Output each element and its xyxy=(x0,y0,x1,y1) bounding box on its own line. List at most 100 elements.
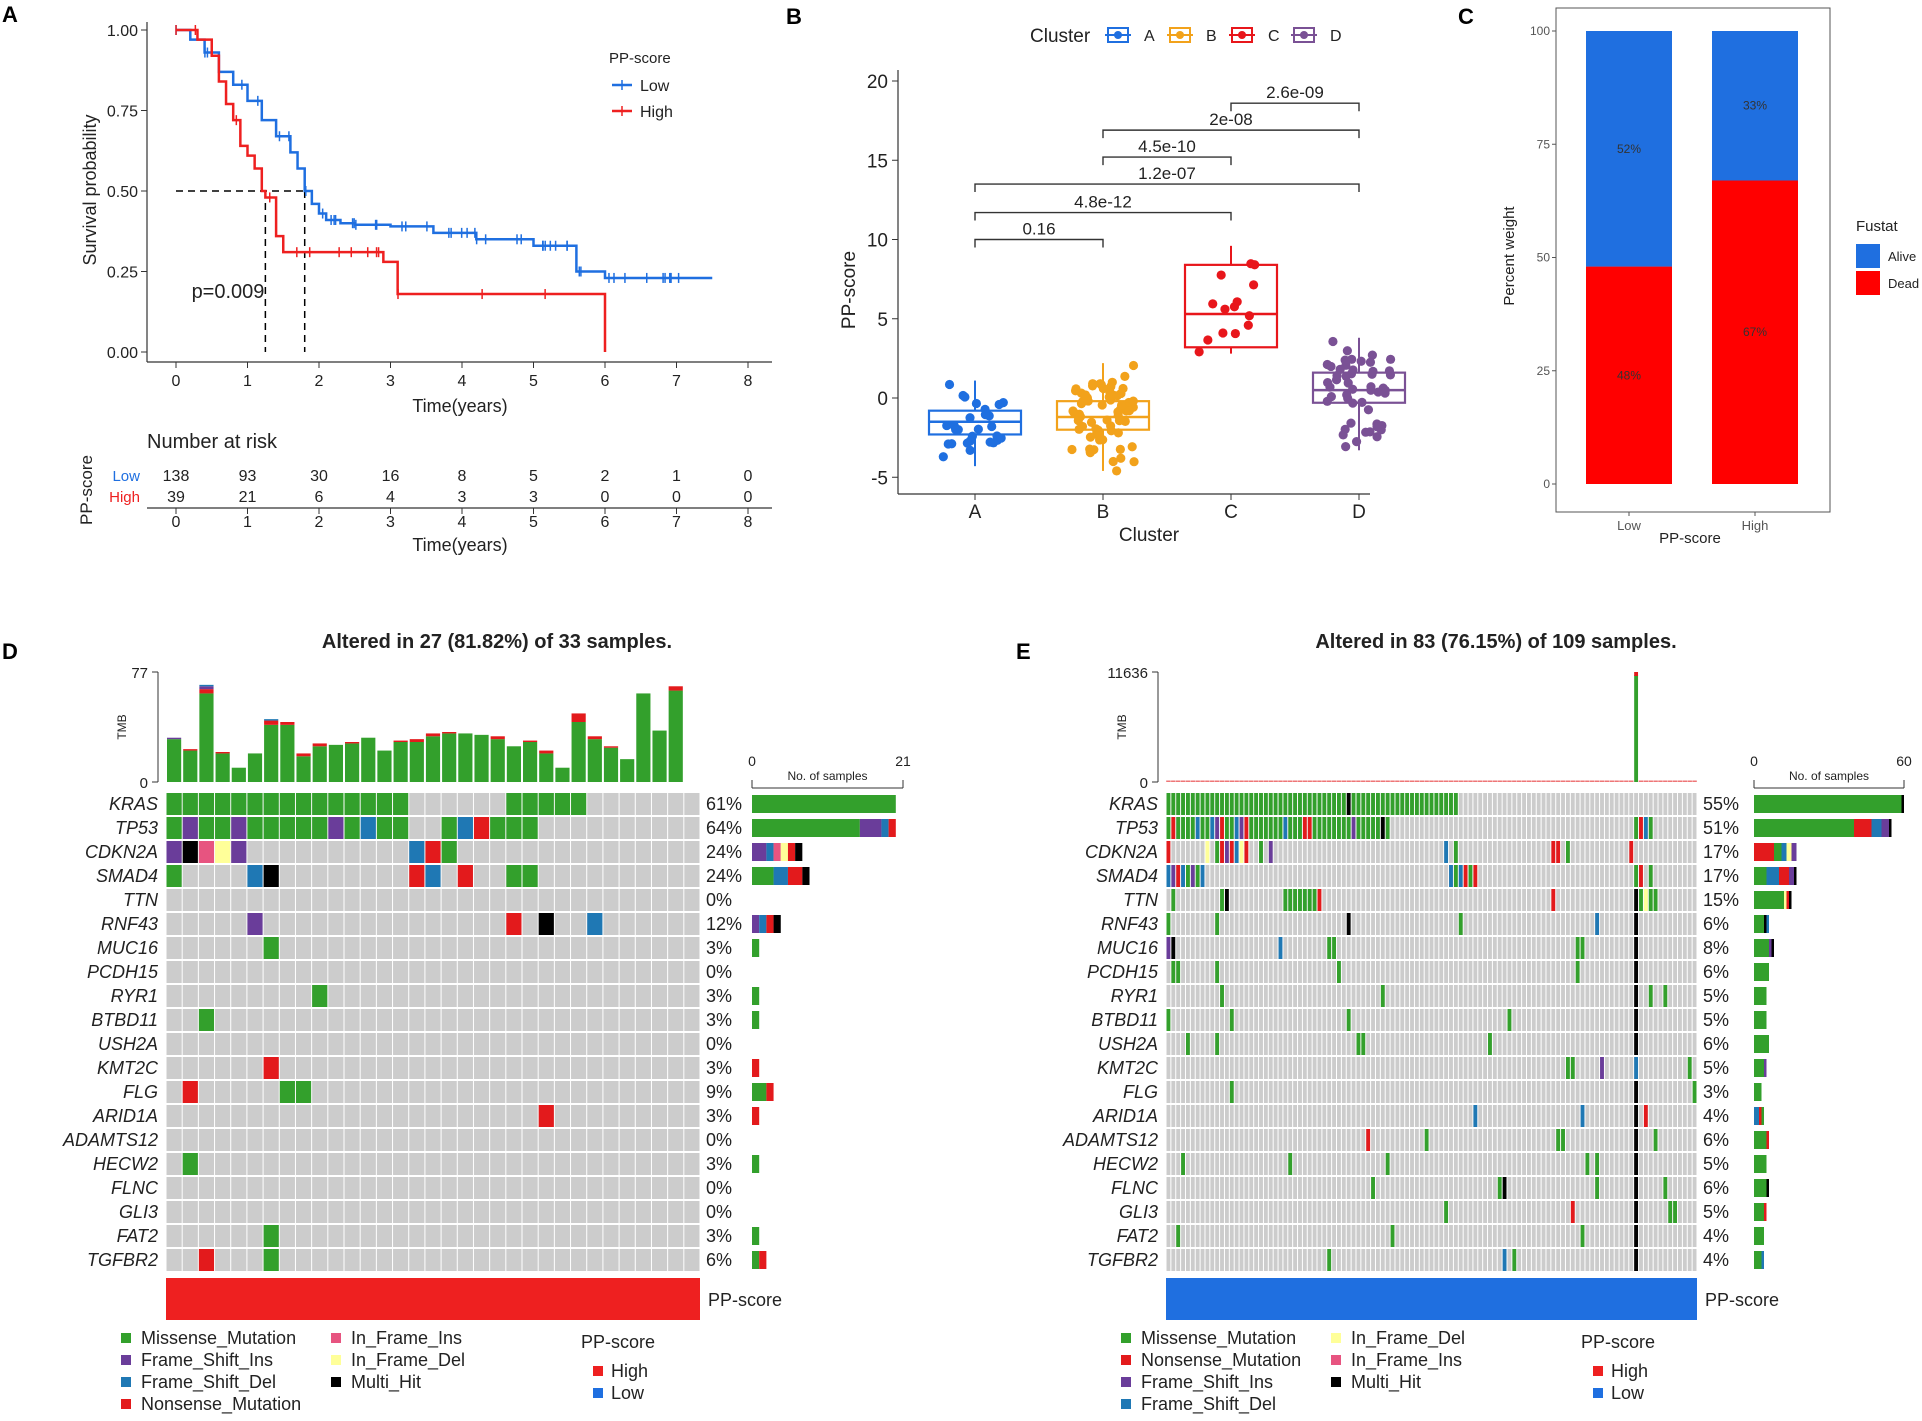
tmb-bar xyxy=(1634,675,1639,782)
oncoplot-cell xyxy=(1687,841,1692,863)
oncoplot-cell xyxy=(425,1081,441,1103)
oncoplot-cell xyxy=(587,889,603,911)
oncoplot-cell xyxy=(587,1129,603,1151)
mutation-cell xyxy=(1444,1201,1449,1223)
oncoplot-cell xyxy=(1434,1009,1439,1031)
oncoplot-cell xyxy=(1624,937,1629,959)
oncoplot-cell xyxy=(1536,913,1541,935)
gene-label: GLI3 xyxy=(119,1202,158,1222)
oncoplot-cell xyxy=(1614,841,1619,863)
oncoplot-cell xyxy=(1507,937,1512,959)
oncoplot-cell xyxy=(1614,913,1619,935)
x-axis-label: Time(years) xyxy=(412,396,507,416)
oncoplot-cell xyxy=(1556,865,1561,887)
oncoplot-cell xyxy=(295,961,312,983)
oncoplot-cell xyxy=(1536,793,1541,815)
oncoplot-cell xyxy=(1346,1177,1351,1199)
oncoplot-cell xyxy=(1488,817,1492,839)
oncoplot-cell xyxy=(1619,913,1624,935)
tmb-bar xyxy=(312,746,327,782)
oncoplot-cell xyxy=(360,1057,376,1079)
mutation-cell xyxy=(198,841,215,863)
oncoplot-cell xyxy=(1463,1249,1468,1271)
oncoplot-cell xyxy=(1463,793,1468,815)
oncoplot-cell xyxy=(587,985,603,1007)
oncoplot-cell xyxy=(182,1057,198,1079)
oncoplot-cell xyxy=(1531,1081,1536,1103)
oncoplot-cell xyxy=(684,1105,700,1127)
oncoplot-cell xyxy=(1488,1009,1492,1031)
oncoplot-cell xyxy=(1585,1009,1590,1031)
oncoplot-cell xyxy=(1497,913,1502,935)
oncoplot-cell xyxy=(1395,1009,1400,1031)
y-tick-label: 0.25 xyxy=(107,265,138,282)
oncoplot-cell xyxy=(1224,1201,1229,1223)
p-value-label: 0.16 xyxy=(1022,220,1055,239)
tmb-bar xyxy=(1638,780,1644,782)
oncoplot-cell xyxy=(1449,1129,1453,1151)
oncoplot-cell xyxy=(1341,913,1346,935)
oncoplot-cell xyxy=(1424,1201,1429,1223)
side-bar xyxy=(1786,843,1792,861)
oncoplot-cell xyxy=(1293,1033,1298,1055)
oncoplot-cell xyxy=(312,1225,328,1247)
oncoplot-cell xyxy=(1380,1009,1385,1031)
oncoplot-cell xyxy=(684,793,700,815)
oncoplot-cell xyxy=(1283,1105,1288,1127)
oncoplot-cell xyxy=(1234,1153,1239,1175)
oncoplot-cell xyxy=(457,793,473,815)
oncoplot-cell xyxy=(231,1249,247,1271)
legend-label: Multi_Hit xyxy=(1351,1372,1421,1393)
oncoplot-cell xyxy=(1351,913,1356,935)
oncoplot-cell xyxy=(473,1105,490,1127)
oncoplot-cell xyxy=(619,865,635,887)
oncoplot-cell xyxy=(1293,985,1298,1007)
oncoplot-cell xyxy=(247,937,263,959)
oncoplot-cell xyxy=(1210,985,1215,1007)
side-bar xyxy=(1779,867,1789,885)
oncoplot-cell xyxy=(1332,1057,1337,1079)
oncoplot-cell xyxy=(1517,1249,1522,1271)
oncoplot-cell xyxy=(1254,1129,1259,1151)
mutation-cell xyxy=(279,793,295,815)
oncoplot-cell xyxy=(1468,913,1473,935)
oncoplot-cell xyxy=(538,817,554,839)
side-bar xyxy=(1759,1107,1762,1125)
y-tick-label: -5 xyxy=(871,468,888,489)
mutation-cell xyxy=(1185,793,1190,815)
oncoplot-cell xyxy=(1449,889,1453,911)
side-bar xyxy=(1761,1107,1764,1125)
oncoplot-cell xyxy=(198,1201,215,1223)
tmb-bar xyxy=(1565,780,1571,782)
mutation-cell xyxy=(522,865,538,887)
oncoplot-cell xyxy=(1429,1033,1434,1055)
oncoplot-cell xyxy=(1375,865,1380,887)
tmb-bar xyxy=(215,752,230,754)
oncoplot-cell xyxy=(1439,1105,1444,1127)
oncoplot-cell xyxy=(1424,1057,1429,1079)
oncoplot-cell xyxy=(1210,1057,1215,1079)
tmb-bar xyxy=(231,767,246,782)
oncoplot-cell xyxy=(1458,1057,1463,1079)
oncoplot-cell xyxy=(1185,961,1190,983)
mutation-cell xyxy=(1317,817,1322,839)
oncoplot-cell xyxy=(1478,793,1483,815)
oncoplot-cell xyxy=(1570,865,1575,887)
oncoplot-cell xyxy=(635,913,651,935)
oncoplot-cell xyxy=(1341,841,1346,863)
oncoplot-cell xyxy=(1488,1201,1492,1223)
oncoplot-cell xyxy=(1356,1009,1361,1031)
mutation-cell xyxy=(1643,1105,1648,1127)
oncoplot-cell xyxy=(1400,841,1405,863)
oncoplot-cell xyxy=(1429,1201,1434,1223)
oncoplot-cell xyxy=(1541,1105,1546,1127)
oncoplot-cell xyxy=(1380,1081,1385,1103)
mutation-cell xyxy=(441,841,457,863)
oncoplot-cell xyxy=(1663,1225,1668,1247)
oncoplot-cell xyxy=(1531,793,1536,815)
oncoplot-cell xyxy=(1687,793,1692,815)
oncoplot-cell xyxy=(1220,1033,1224,1055)
oncoplot-cell xyxy=(538,1153,554,1175)
legend-key xyxy=(1593,1366,1603,1376)
oncoplot-cell xyxy=(1293,937,1298,959)
